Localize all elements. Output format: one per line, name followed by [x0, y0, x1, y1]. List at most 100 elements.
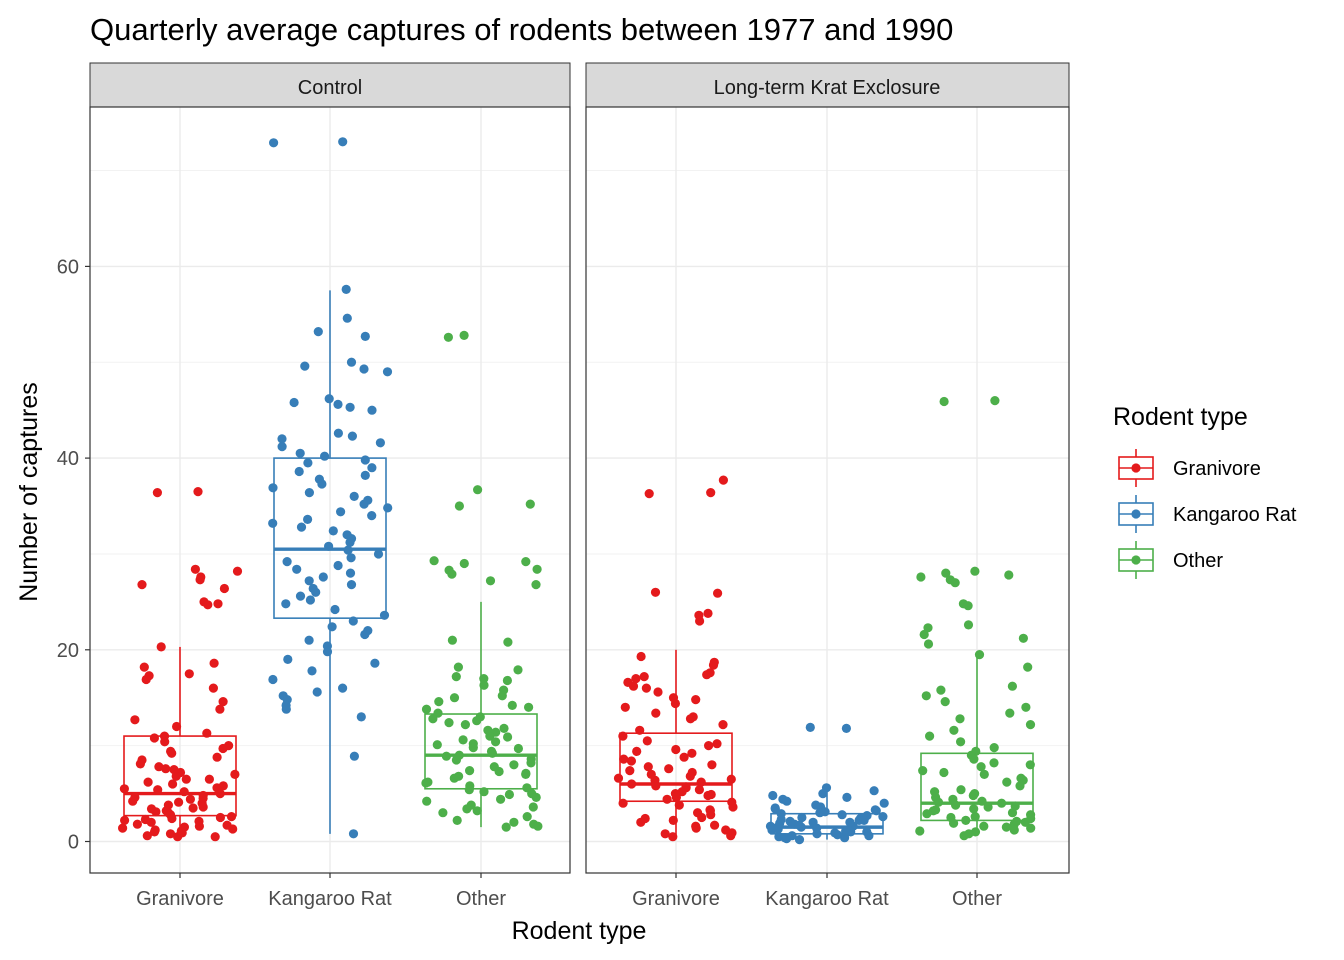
- data-point: [345, 568, 356, 578]
- data-point: [503, 732, 513, 742]
- data-point: [956, 785, 966, 795]
- data-point: [782, 796, 792, 806]
- data-point: [320, 451, 330, 461]
- data-point: [370, 658, 380, 668]
- data-point: [137, 580, 147, 590]
- data-point: [296, 522, 307, 532]
- data-point: [367, 463, 377, 473]
- data-point: [625, 766, 635, 776]
- data-point: [318, 572, 328, 582]
- points-other: [915, 396, 1036, 841]
- data-point: [193, 487, 203, 497]
- data-point: [639, 672, 649, 682]
- data-point: [697, 812, 707, 823]
- data-point: [668, 815, 678, 826]
- data-point: [359, 364, 369, 374]
- y-tick-label: 40: [57, 448, 79, 470]
- data-point: [472, 716, 482, 726]
- data-point: [172, 721, 182, 732]
- data-point: [360, 455, 370, 465]
- data-point: [768, 790, 778, 801]
- data-point: [451, 672, 461, 682]
- data-point: [916, 572, 926, 582]
- data-point: [294, 466, 304, 477]
- data-point: [324, 541, 334, 551]
- data-point: [1005, 708, 1015, 718]
- data-point: [142, 831, 152, 841]
- data-point: [422, 796, 432, 806]
- data-point: [635, 725, 645, 735]
- data-point: [642, 736, 652, 746]
- data-point: [940, 697, 950, 707]
- data-point: [317, 479, 327, 489]
- data-point: [1026, 810, 1036, 820]
- data-point: [494, 766, 504, 777]
- data-point: [348, 829, 359, 839]
- data-point: [651, 708, 661, 718]
- data-point: [472, 806, 482, 816]
- data-point: [151, 807, 161, 817]
- data-point: [1002, 777, 1012, 787]
- data-point: [674, 800, 684, 810]
- data-point: [726, 774, 736, 784]
- data-point: [628, 681, 639, 691]
- data-point: [203, 600, 213, 610]
- data-point: [653, 687, 663, 697]
- data-point: [485, 576, 496, 586]
- data-point: [963, 601, 973, 611]
- data-point: [696, 777, 706, 787]
- data-point: [135, 759, 145, 769]
- data-point: [619, 754, 629, 764]
- data-point: [528, 802, 538, 812]
- data-point: [706, 488, 716, 498]
- data-point: [307, 666, 317, 676]
- data-point: [670, 698, 681, 709]
- legend-key-kangaroo-rat: [1118, 495, 1154, 533]
- x-axis-title: Rodent type: [512, 917, 647, 945]
- data-point: [521, 557, 531, 567]
- data-point: [303, 458, 313, 468]
- data-point: [718, 475, 729, 485]
- data-point: [345, 402, 355, 412]
- data-point: [443, 332, 453, 342]
- data-point: [230, 769, 240, 780]
- data-point: [447, 569, 457, 579]
- data-point: [210, 832, 220, 842]
- data-point: [681, 782, 691, 792]
- data-point: [167, 813, 177, 824]
- data-point: [936, 685, 946, 695]
- data-point: [706, 789, 716, 800]
- data-point: [794, 820, 804, 830]
- data-point: [311, 587, 321, 597]
- data-point: [128, 796, 138, 806]
- data-point: [983, 802, 993, 812]
- data-point: [646, 769, 656, 780]
- data-point: [644, 489, 654, 499]
- data-point: [460, 720, 470, 730]
- data-point: [765, 821, 776, 831]
- data-point: [428, 714, 438, 724]
- data-point: [497, 691, 507, 701]
- data-point: [1018, 775, 1028, 785]
- facet-strip-exclosure: Long-term Krat Exclosure: [585, 62, 1070, 108]
- data-point: [324, 394, 334, 404]
- data-point: [153, 785, 163, 795]
- legend: Rodent type Granivore Kangaroo Rat Other: [1113, 403, 1297, 579]
- data-point: [360, 331, 370, 341]
- data-point: [618, 798, 628, 808]
- data-point: [531, 792, 541, 803]
- data-point: [718, 720, 728, 730]
- data-point: [507, 700, 517, 711]
- y-axis-title: Number of captures: [15, 382, 43, 602]
- data-point: [336, 507, 346, 517]
- data-point: [188, 803, 198, 813]
- data-point: [641, 683, 652, 693]
- data-point: [956, 737, 966, 747]
- data-point: [218, 743, 228, 754]
- data-point: [349, 491, 359, 501]
- data-point: [970, 812, 980, 822]
- data-point: [1023, 662, 1033, 672]
- data-point: [141, 674, 151, 685]
- data-point: [283, 654, 293, 665]
- x-tick-label: Kangaroo Rat: [268, 888, 392, 910]
